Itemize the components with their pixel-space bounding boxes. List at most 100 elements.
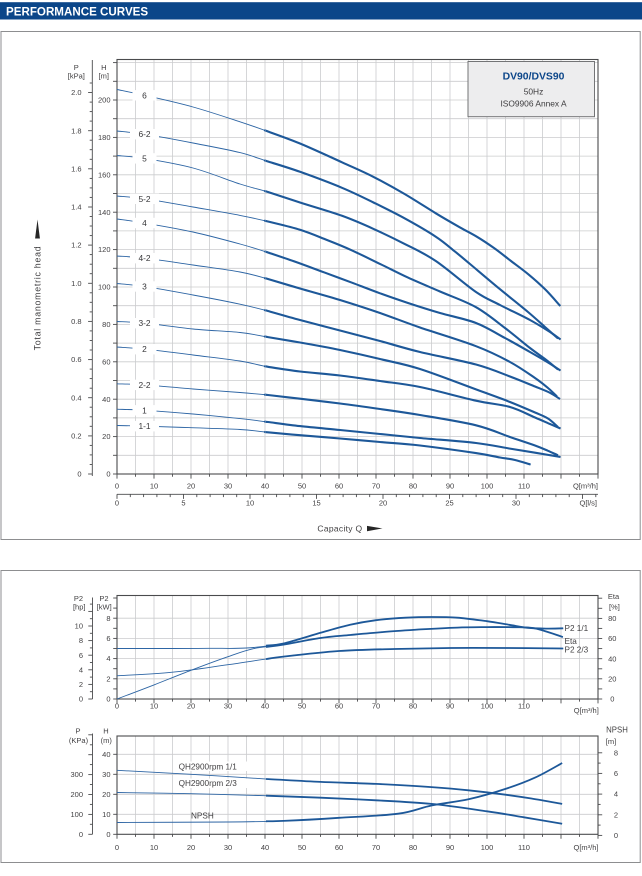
svg-text:0: 0 [79, 830, 83, 839]
svg-text:[kW]: [kW] [97, 602, 112, 611]
svg-text:8: 8 [79, 636, 83, 645]
svg-text:Eta: Eta [608, 592, 620, 601]
svg-text:180: 180 [98, 133, 111, 142]
svg-text:5: 5 [142, 153, 147, 163]
svg-text:H: H [103, 727, 108, 736]
svg-text:70: 70 [372, 702, 380, 711]
svg-text:20: 20 [187, 481, 195, 490]
svg-text:1: 1 [142, 405, 147, 415]
svg-text:1-1: 1-1 [138, 421, 150, 431]
svg-text:[%]: [%] [609, 603, 620, 612]
svg-text:20: 20 [608, 674, 616, 683]
svg-text:0: 0 [106, 470, 110, 479]
svg-text:100: 100 [481, 481, 494, 490]
svg-text:5: 5 [181, 499, 185, 508]
svg-text:Q[l/s]: Q[l/s] [579, 499, 597, 508]
svg-text:15: 15 [312, 499, 320, 508]
svg-text:1.6: 1.6 [71, 164, 81, 173]
svg-text:110: 110 [518, 843, 530, 852]
svg-text:8: 8 [614, 748, 618, 757]
svg-text:200: 200 [98, 96, 111, 105]
svg-text:1.8: 1.8 [71, 126, 81, 135]
svg-text:50: 50 [298, 481, 306, 490]
svg-text:200: 200 [70, 790, 83, 799]
svg-text:PERFORMANCE CURVES: PERFORMANCE CURVES [6, 6, 148, 19]
svg-text:40: 40 [102, 395, 110, 404]
svg-text:110: 110 [518, 702, 530, 711]
svg-text:[m]: [m] [99, 72, 109, 81]
svg-text:DV90/DVS90: DV90/DVS90 [503, 72, 565, 83]
svg-text:60: 60 [335, 702, 343, 711]
svg-text:60: 60 [608, 634, 616, 643]
svg-text:60: 60 [335, 481, 343, 490]
svg-text:25: 25 [445, 499, 453, 508]
svg-text:80: 80 [409, 702, 417, 711]
svg-text:Total manometric head: Total manometric head [33, 246, 43, 351]
svg-text:80: 80 [409, 481, 417, 490]
svg-text:P2: P2 [99, 594, 108, 603]
svg-text:40: 40 [102, 750, 110, 759]
svg-text:8: 8 [106, 614, 110, 623]
svg-text:NPSH: NPSH [606, 726, 628, 735]
svg-text:2: 2 [614, 810, 618, 819]
svg-text:30: 30 [224, 481, 232, 490]
svg-text:0: 0 [79, 695, 83, 704]
svg-text:2-2: 2-2 [138, 380, 150, 390]
svg-text:40: 40 [261, 702, 269, 711]
svg-text:Eta: Eta [565, 637, 578, 646]
svg-text:100: 100 [481, 702, 494, 711]
svg-text:ISO9906 Annex A: ISO9906 Annex A [500, 99, 567, 109]
svg-text:30: 30 [512, 499, 520, 508]
svg-text:6-2: 6-2 [138, 129, 150, 139]
svg-text:1.4: 1.4 [71, 203, 81, 212]
svg-text:6: 6 [106, 634, 110, 643]
svg-text:70: 70 [372, 843, 380, 852]
svg-text:60: 60 [335, 843, 343, 852]
svg-text:10: 10 [150, 481, 158, 490]
svg-text:20: 20 [379, 499, 387, 508]
svg-text:0.8: 0.8 [71, 317, 81, 326]
svg-text:0: 0 [614, 831, 618, 840]
svg-text:0.2: 0.2 [71, 432, 81, 441]
svg-text:10: 10 [75, 622, 83, 631]
svg-text:10: 10 [150, 702, 158, 711]
svg-text:80: 80 [409, 843, 417, 852]
svg-text:P2 1/1: P2 1/1 [565, 624, 589, 633]
svg-text:Capacity Q: Capacity Q [317, 523, 362, 533]
svg-text:0: 0 [115, 702, 119, 711]
svg-text:1.2: 1.2 [71, 241, 81, 250]
svg-text:0: 0 [610, 695, 614, 704]
svg-text:90: 90 [446, 702, 454, 711]
svg-text:20: 20 [102, 790, 110, 799]
svg-text:6: 6 [79, 651, 83, 660]
svg-text:90: 90 [446, 843, 454, 852]
svg-text:10: 10 [150, 843, 158, 852]
svg-text:[kPa]: [kPa] [68, 72, 85, 81]
svg-text:Q[m³/h]: Q[m³/h] [573, 843, 598, 852]
svg-text:90: 90 [446, 481, 454, 490]
svg-text:50: 50 [298, 702, 306, 711]
svg-text:2: 2 [142, 344, 147, 354]
svg-text:0: 0 [106, 830, 110, 839]
svg-text:100: 100 [70, 810, 83, 819]
svg-text:P2: P2 [74, 594, 83, 603]
svg-text:(m): (m) [101, 736, 113, 745]
svg-text:30: 30 [102, 770, 110, 779]
svg-text:P2 2/3: P2 2/3 [565, 645, 589, 654]
svg-text:6: 6 [614, 769, 618, 778]
svg-text:300: 300 [70, 770, 83, 779]
svg-text:20: 20 [102, 432, 110, 441]
svg-text:40: 40 [608, 654, 616, 663]
svg-text:3: 3 [142, 282, 147, 292]
svg-text:140: 140 [98, 208, 111, 217]
svg-text:0: 0 [115, 481, 119, 490]
svg-text:4-2: 4-2 [138, 253, 150, 263]
svg-text:0: 0 [115, 843, 119, 852]
svg-text:[hp]: [hp] [73, 602, 86, 611]
svg-text:100: 100 [481, 843, 494, 852]
svg-text:70: 70 [372, 481, 380, 490]
svg-text:4: 4 [106, 654, 110, 663]
svg-text:120: 120 [98, 245, 111, 254]
svg-text:0: 0 [106, 695, 110, 704]
svg-text:2: 2 [79, 680, 83, 689]
